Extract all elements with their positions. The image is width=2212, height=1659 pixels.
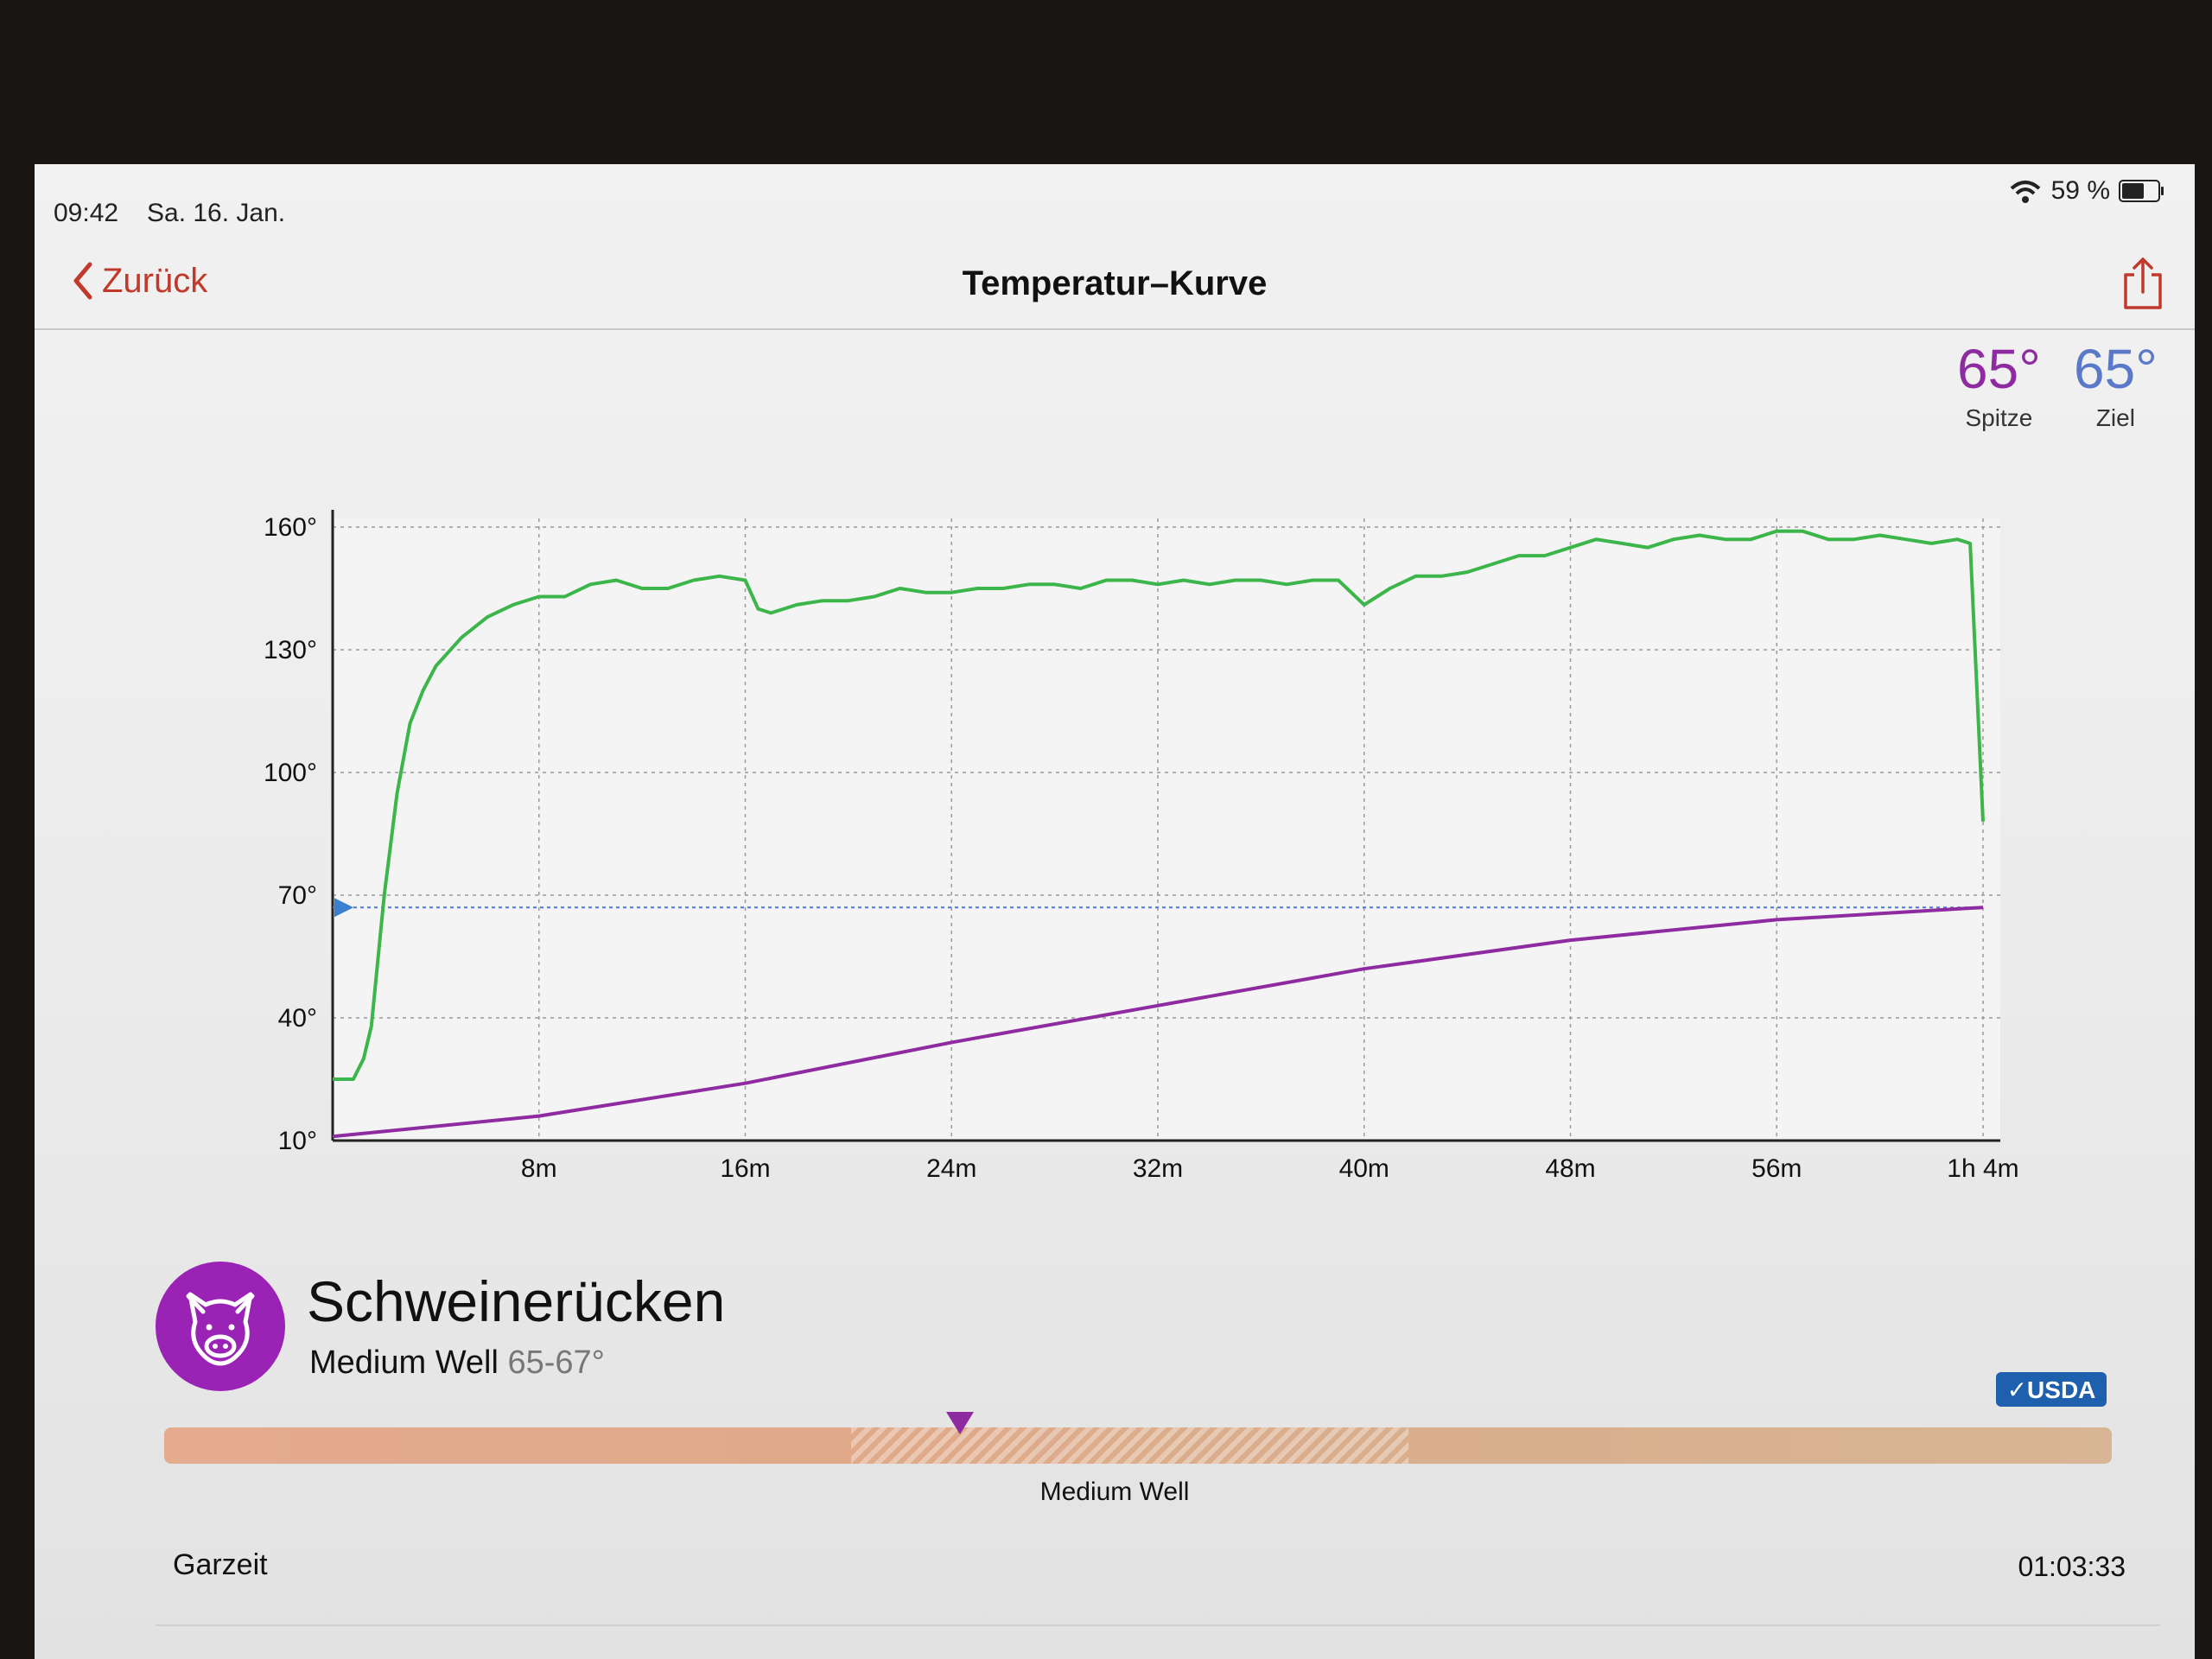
food-doneness: Medium Well 65-67°	[309, 1344, 605, 1382]
peak-readout: 65° Spitze	[1957, 337, 2041, 432]
cook-time-value: 01:03:33	[2018, 1551, 2126, 1582]
series-line-0	[333, 529, 1985, 1081]
target-value: 65°	[2074, 338, 2158, 400]
battery-icon	[2119, 180, 2164, 202]
pig-badge	[156, 1262, 285, 1391]
x-tick-label: 1h 4m	[1947, 1154, 2018, 1183]
y-tick-label: 100°	[264, 759, 317, 787]
back-label: Zurück	[102, 261, 208, 300]
doneness-marker	[946, 1412, 974, 1434]
temperature-chart: 8m 16m 24m 32m 40m 48m 56m 1h 4m 10° 40° 70° 100° 13…	[264, 510, 2019, 1183]
cook-time-label: Garzeit	[173, 1548, 268, 1581]
y-tick-label: 130°	[264, 636, 317, 664]
x-tick-label: 16m	[720, 1154, 770, 1183]
x-tick-label: 24m	[926, 1154, 976, 1183]
series-line-1	[332, 906, 1984, 1139]
food-summary: Schweinerücken Medium Well 65-67°	[156, 1262, 2143, 1417]
peak-label: Spitze	[1965, 404, 2033, 431]
y-tick-label: 40°	[278, 1004, 317, 1033]
chevron-left-icon	[73, 262, 92, 300]
usda-badge[interactable]: ✓USDA	[1996, 1372, 2107, 1407]
wifi-icon	[2010, 181, 2040, 203]
target-readout: 65° Ziel	[2074, 337, 2158, 432]
target-marker-icon	[334, 898, 353, 918]
status-time: 09:42	[54, 199, 119, 227]
doneness-bar[interactable]	[164, 1427, 2112, 1464]
plot-area	[333, 518, 2000, 1141]
peak-value: 65°	[1957, 338, 2041, 400]
y-tick-label: 10°	[278, 1127, 317, 1155]
x-tick-label: 56m	[1751, 1154, 1802, 1183]
y-tick-label: 160°	[264, 513, 317, 542]
pig-icon	[186, 1292, 255, 1366]
x-tick-label: 40m	[1339, 1154, 1389, 1183]
share-icon[interactable]	[2117, 254, 2169, 315]
status-date: Sa. 16. Jan.	[147, 199, 286, 227]
x-tick-label: 8m	[521, 1154, 557, 1183]
back-button[interactable]: Zurück	[69, 259, 207, 302]
food-name: Schweinerücken	[307, 1269, 726, 1333]
x-tick-label: 32m	[1133, 1154, 1183, 1183]
row-divider	[156, 1624, 2160, 1626]
page-title: Temperatur–Kurve	[962, 264, 1268, 302]
doneness-name: Medium Well	[309, 1344, 499, 1381]
target-label: Ziel	[2095, 404, 2135, 431]
navigation-bar: Zurück Temperatur–Kurve	[35, 242, 2195, 330]
doneness-range-highlight	[851, 1427, 1408, 1464]
app-screen: 09:42 Sa. 16. Jan. 59 % Zurück Temperatu…	[35, 164, 2195, 1659]
battery-percent: 59 %	[2050, 176, 2110, 205]
doneness-range: 65-67°	[507, 1344, 605, 1381]
x-tick-label: 48m	[1545, 1154, 1595, 1183]
status-right: 59 %	[2008, 176, 2164, 206]
y-tick-label: 70°	[278, 881, 317, 910]
doneness-bar-label: Medium Well	[1039, 1478, 1190, 1506]
